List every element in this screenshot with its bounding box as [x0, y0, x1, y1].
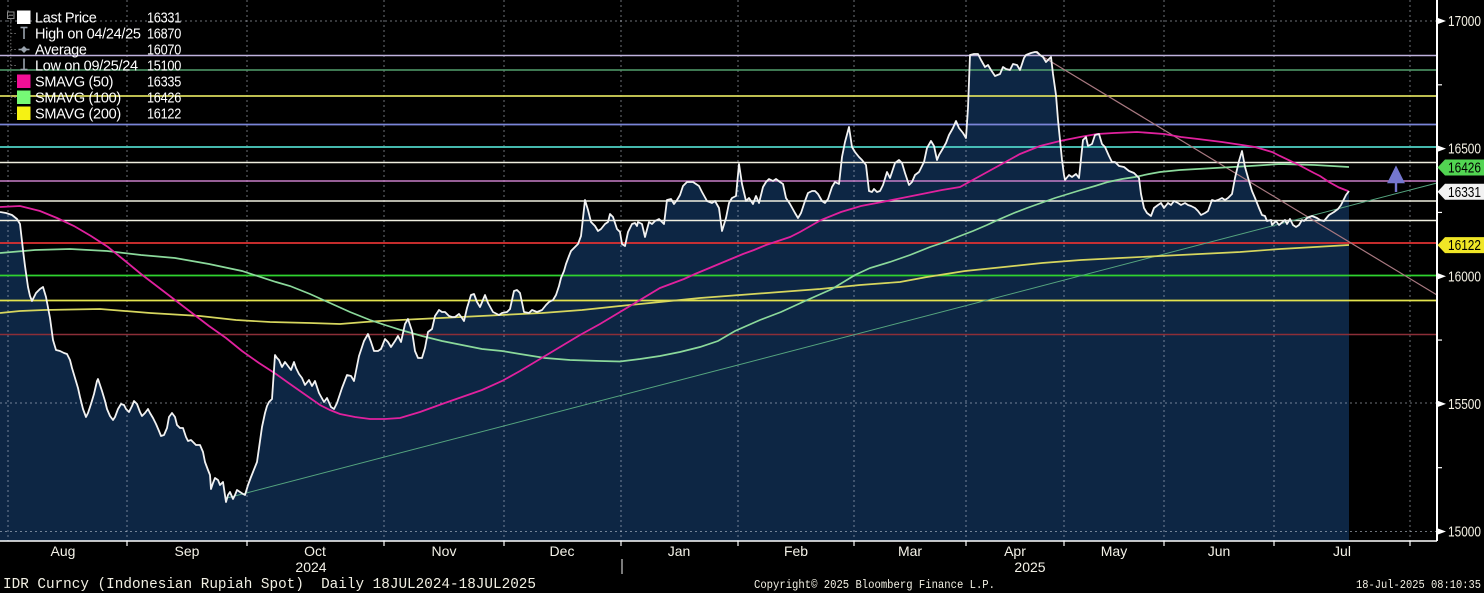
svg-text:Aug: Aug — [51, 543, 76, 559]
svg-text:Nov: Nov — [432, 543, 457, 559]
svg-text:Feb: Feb — [784, 543, 808, 559]
svg-text:Jun: Jun — [1208, 543, 1231, 559]
svg-text:17000: 17000 — [1448, 14, 1481, 30]
svg-text:SMAVG (200): SMAVG (200) — [35, 107, 121, 123]
svg-text:2024: 2024 — [295, 559, 326, 575]
svg-text:16870: 16870 — [147, 27, 181, 43]
svg-text:16000: 16000 — [1448, 269, 1481, 285]
svg-text:Dec: Dec — [550, 543, 575, 559]
svg-text:15100: 15100 — [147, 59, 181, 75]
svg-text:15500: 15500 — [1448, 397, 1481, 413]
svg-text:2025: 2025 — [1014, 559, 1045, 575]
svg-text:Low on 09/25/24: Low on 09/25/24 — [35, 59, 138, 75]
svg-text:High on 04/24/25: High on 04/24/25 — [35, 27, 141, 43]
svg-text:16500: 16500 — [1448, 142, 1481, 158]
svg-text:15000: 15000 — [1448, 525, 1481, 541]
svg-text:Last Price: Last Price — [35, 11, 97, 27]
svg-text:16331: 16331 — [147, 11, 181, 27]
svg-text:16070: 16070 — [147, 43, 181, 59]
svg-text:Mar: Mar — [898, 543, 922, 559]
svg-text:SMAVG (50): SMAVG (50) — [35, 75, 113, 91]
svg-text:16122: 16122 — [1448, 238, 1481, 254]
svg-text:Jul: Jul — [1333, 543, 1351, 559]
svg-text:IDR Curncy (Indonesian Rupiah: IDR Curncy (Indonesian Rupiah Spot) Dail… — [3, 577, 536, 593]
svg-text:Oct: Oct — [304, 543, 326, 559]
svg-text:16331: 16331 — [1448, 185, 1481, 201]
svg-text:16335: 16335 — [147, 75, 181, 91]
svg-text:Apr: Apr — [1004, 543, 1026, 559]
svg-text:Copyright© 2025 Bloomberg Fina: Copyright© 2025 Bloomberg Finance L.P. — [754, 578, 995, 592]
svg-text:16426: 16426 — [1448, 161, 1481, 177]
svg-text:16122: 16122 — [147, 107, 181, 123]
svg-text:Jan: Jan — [668, 543, 691, 559]
svg-text:Sep: Sep — [175, 543, 200, 559]
svg-text:18-Jul-2025 08:10:35: 18-Jul-2025 08:10:35 — [1356, 578, 1481, 592]
svg-text:Average: Average — [35, 43, 87, 59]
svg-text:SMAVG (100): SMAVG (100) — [35, 91, 121, 107]
svg-text:May: May — [1101, 543, 1127, 559]
svg-text:16426: 16426 — [147, 91, 181, 107]
